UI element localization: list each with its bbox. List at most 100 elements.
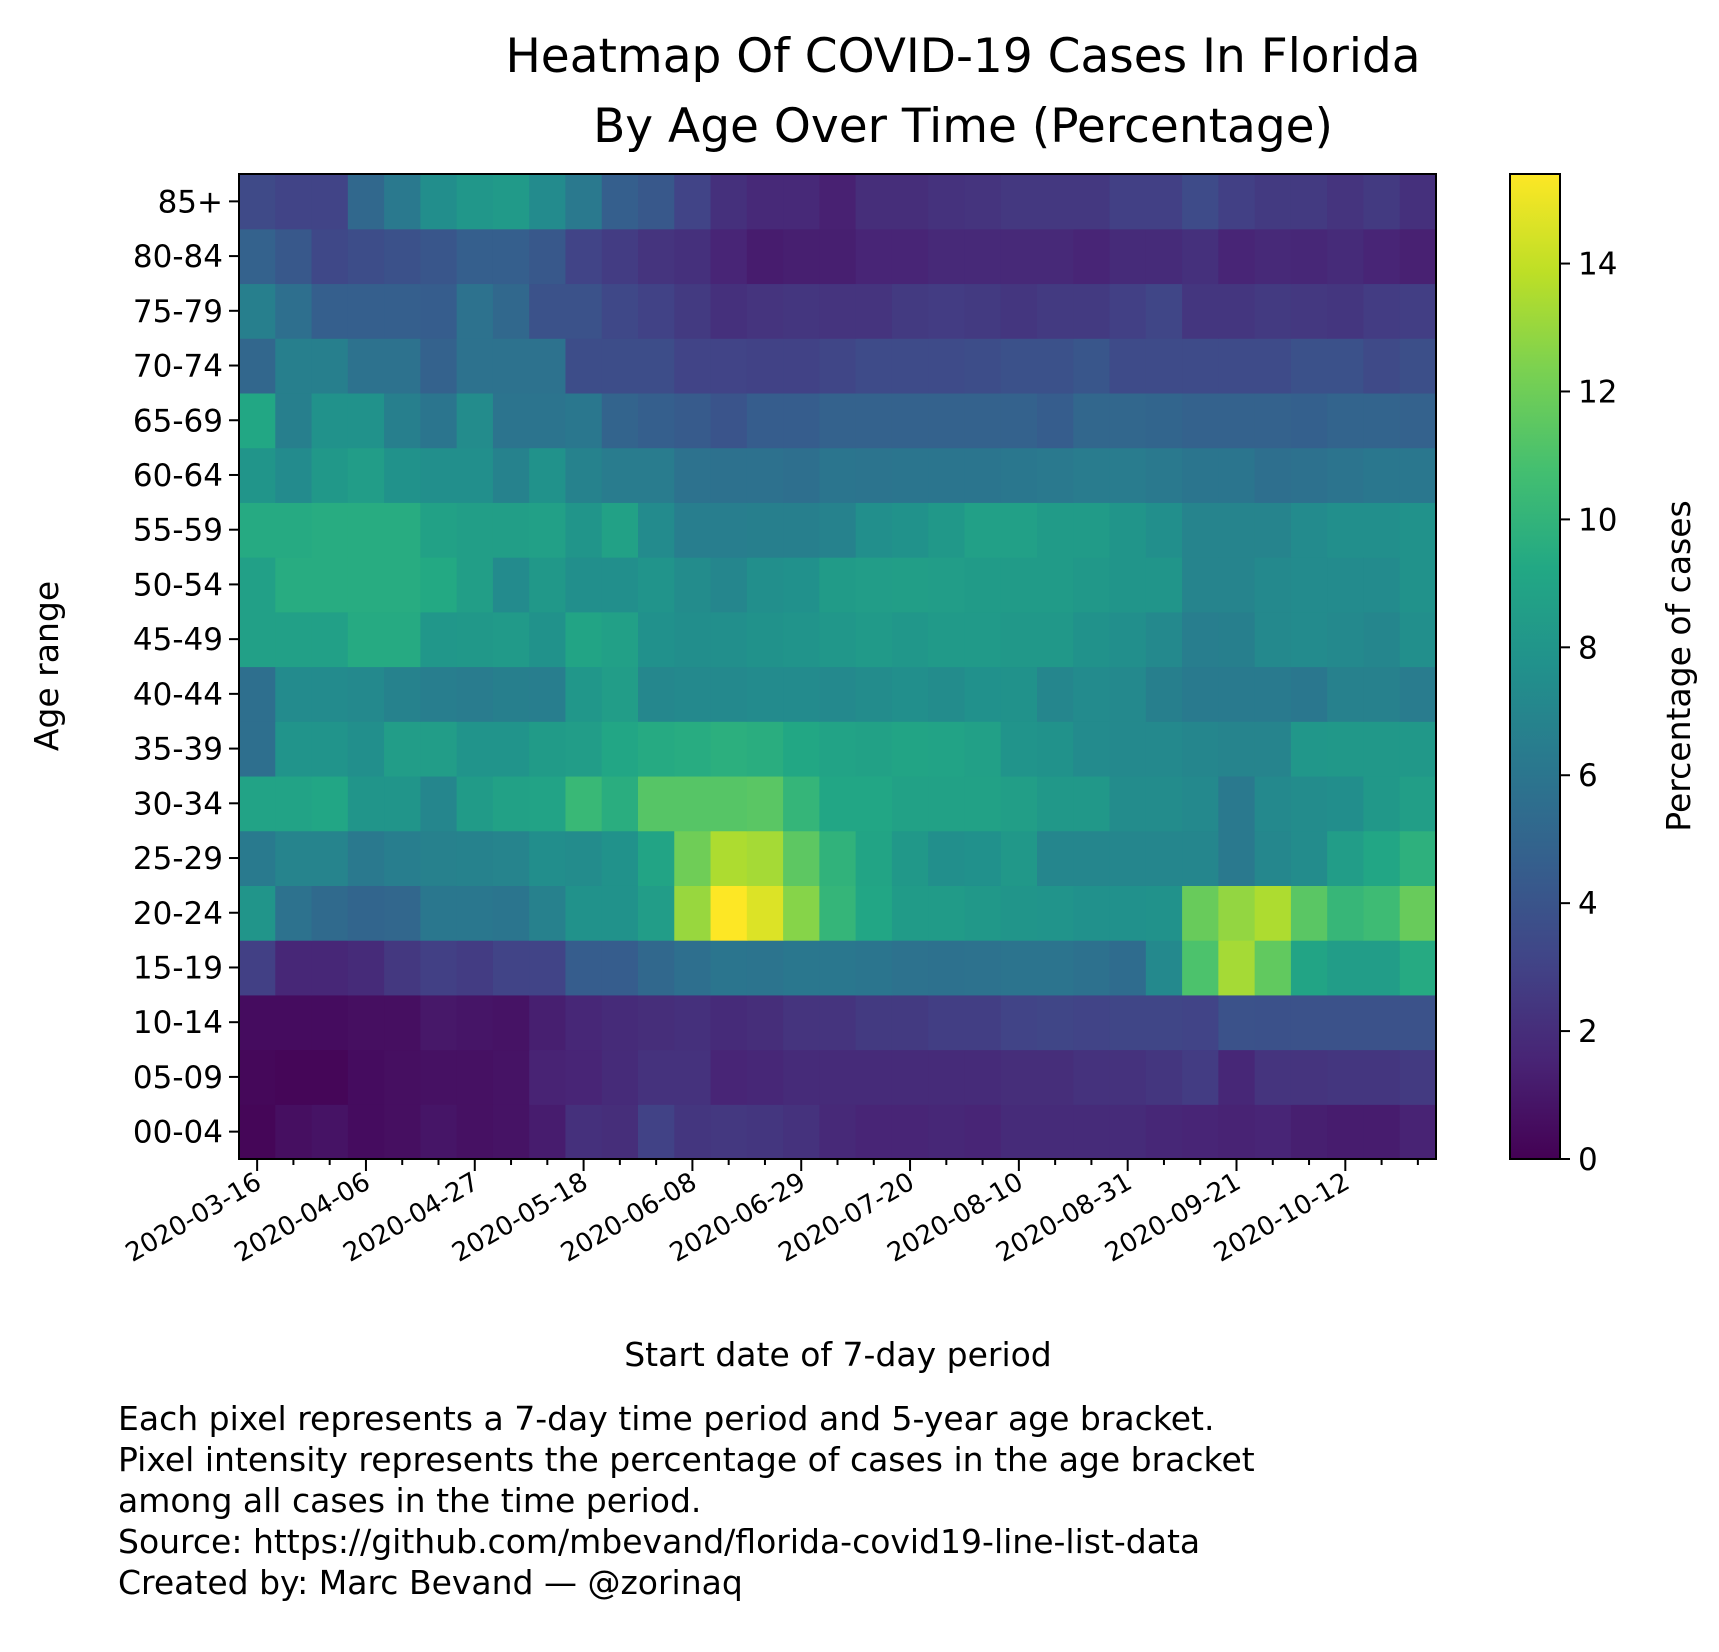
heatmap-cell bbox=[1327, 502, 1365, 558]
heatmap-cell bbox=[275, 885, 313, 941]
heatmap-cell bbox=[1109, 174, 1147, 230]
heatmap-cell bbox=[1399, 447, 1437, 503]
heatmap-cell bbox=[674, 666, 712, 722]
chart-title: Heatmap Of COVID-19 Cases In Florida By … bbox=[505, 29, 1420, 154]
heatmap-cell bbox=[1218, 1104, 1256, 1160]
heatmap-cell bbox=[1073, 557, 1111, 613]
heatmap-cell bbox=[1218, 1049, 1256, 1105]
heatmap-cell bbox=[1290, 775, 1328, 832]
heatmap-cell bbox=[746, 721, 784, 777]
heatmap-cell bbox=[674, 775, 712, 832]
heatmap-cell bbox=[1363, 392, 1401, 449]
heatmap-cell bbox=[1363, 666, 1401, 722]
heatmap-cell bbox=[1000, 940, 1038, 996]
heatmap-cell bbox=[1363, 338, 1401, 394]
heatmap-cell bbox=[492, 1049, 530, 1105]
heatmap-cell bbox=[601, 830, 639, 886]
heatmap-cell bbox=[601, 228, 639, 285]
heatmap-cell bbox=[456, 557, 494, 613]
heatmap-cell bbox=[456, 228, 494, 285]
heatmap-cell bbox=[783, 830, 820, 886]
heatmap-cell bbox=[1145, 392, 1183, 449]
heatmap-cell bbox=[1073, 447, 1111, 503]
heatmap-cell bbox=[601, 392, 639, 449]
heatmap-cell bbox=[1327, 228, 1365, 285]
heatmap-cell bbox=[964, 611, 1002, 668]
heatmap-cell bbox=[1145, 611, 1183, 668]
heatmap-cell bbox=[311, 228, 349, 285]
heatmap-cell bbox=[347, 174, 385, 230]
heatmap-cell bbox=[710, 940, 748, 996]
heatmap-cell bbox=[1000, 611, 1038, 668]
colorbar-tick-label: 8 bbox=[1578, 630, 1598, 666]
heatmap-cell bbox=[420, 1104, 458, 1160]
heatmap-cell bbox=[311, 775, 349, 832]
y-tick-label: 45-49 bbox=[133, 622, 223, 658]
heatmap-cell bbox=[347, 830, 385, 886]
heatmap-cell bbox=[601, 611, 639, 668]
heatmap-cell bbox=[855, 1104, 893, 1160]
heatmap-cell bbox=[1218, 174, 1256, 230]
heatmap-cell bbox=[239, 666, 276, 722]
heatmap-cell bbox=[1290, 174, 1328, 230]
heatmap-cell bbox=[1000, 174, 1038, 230]
y-tick-label: 60-64 bbox=[133, 458, 223, 494]
heatmap-cell bbox=[492, 775, 530, 832]
heatmap-cell bbox=[275, 721, 313, 777]
heatmap-cell bbox=[492, 721, 530, 777]
heatmap-cell bbox=[275, 338, 313, 394]
heatmap-cell bbox=[674, 557, 712, 613]
heatmap-cell bbox=[1182, 1104, 1219, 1160]
heatmap-cell bbox=[964, 502, 1002, 558]
heatmap-cell bbox=[384, 830, 421, 886]
heatmap-cell bbox=[710, 721, 748, 777]
heatmap-cell bbox=[384, 338, 421, 394]
heatmap-cell bbox=[492, 557, 530, 613]
heatmap-cell bbox=[1000, 830, 1038, 886]
heatmap-cell bbox=[275, 447, 313, 503]
heatmap-cell bbox=[638, 830, 675, 886]
heatmap-cell bbox=[746, 338, 784, 394]
colorbar-gradient bbox=[1509, 173, 1561, 1160]
heatmap-cell bbox=[928, 557, 966, 613]
heatmap-cell bbox=[638, 392, 675, 449]
heatmap-cell bbox=[601, 775, 639, 832]
heatmap-cell bbox=[855, 994, 893, 1051]
heatmap-cell bbox=[928, 502, 966, 558]
heatmap-cell bbox=[1109, 1049, 1147, 1105]
heatmap-cell bbox=[1290, 1049, 1328, 1105]
heatmap-cell bbox=[1073, 502, 1111, 558]
heatmap-cell bbox=[746, 885, 784, 941]
heatmap-cell bbox=[347, 1104, 385, 1160]
heatmap-cell bbox=[347, 994, 385, 1051]
heatmap-cell bbox=[783, 283, 820, 339]
heatmap-cell bbox=[674, 611, 712, 668]
heatmap-cell bbox=[347, 557, 385, 613]
heatmap-cell bbox=[1363, 994, 1401, 1051]
heatmap-cell bbox=[601, 557, 639, 613]
heatmap-cell bbox=[1037, 283, 1074, 339]
heatmap-cell bbox=[1000, 283, 1038, 339]
heatmap-cell bbox=[1182, 338, 1219, 394]
heatmap-cell bbox=[1218, 994, 1256, 1051]
heatmap-cell bbox=[1399, 775, 1437, 832]
heatmap-cell bbox=[928, 338, 966, 394]
heatmap-cell bbox=[565, 502, 603, 558]
heatmap-cell bbox=[1218, 885, 1256, 941]
heatmap-cell bbox=[492, 666, 530, 722]
heatmap-cell bbox=[783, 994, 820, 1051]
heatmap-cell bbox=[1073, 721, 1111, 777]
heatmap-cell bbox=[1182, 447, 1219, 503]
heatmap-cell bbox=[1037, 775, 1074, 832]
heatmap-cell bbox=[746, 283, 784, 339]
heatmap-cell bbox=[1037, 174, 1074, 230]
heatmap-cell bbox=[1290, 338, 1328, 394]
heatmap-cell bbox=[384, 721, 421, 777]
heatmap-cell bbox=[529, 885, 567, 941]
heatmap-cell bbox=[891, 338, 929, 394]
heatmap-cell bbox=[783, 666, 820, 722]
x-axis: 2020-03-162020-04-062020-04-272020-05-18… bbox=[121, 1159, 1419, 1269]
heatmap-cell bbox=[855, 1049, 893, 1105]
heatmap-cell bbox=[347, 611, 385, 668]
heatmap-cell bbox=[1218, 392, 1256, 449]
